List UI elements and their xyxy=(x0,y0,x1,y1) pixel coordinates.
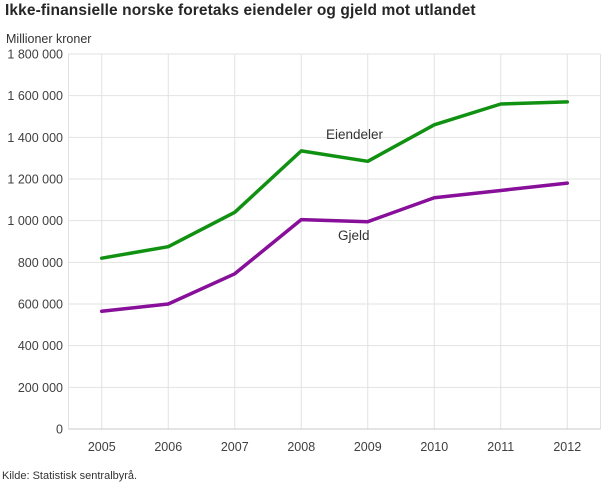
x-tick-label: 2008 xyxy=(287,440,315,454)
y-tick-label: 1 000 000 xyxy=(7,214,63,228)
x-tick-label: 2009 xyxy=(354,440,382,454)
y-tick-label: 1 400 000 xyxy=(7,131,63,145)
y-tick-label: 1 200 000 xyxy=(7,173,63,187)
x-tick-label: 2011 xyxy=(487,440,514,454)
x-tick-label: 2007 xyxy=(221,440,249,454)
source-note: Kilde: Statistisk sentralbyrå. xyxy=(2,470,138,482)
y-tick-label: 400 000 xyxy=(18,339,63,353)
y-tick-label: 0 xyxy=(56,423,63,437)
series-line-gjeld xyxy=(100,181,569,314)
y-tick-label: 1 600 000 xyxy=(7,89,63,103)
x-tick-label: 2010 xyxy=(420,440,448,454)
y-tick-label: 800 000 xyxy=(18,256,63,270)
x-tick-label: 2012 xyxy=(553,440,581,454)
y-tick-label: 1 800 000 xyxy=(7,48,63,62)
y-axis-unit-label: Millioner kroner xyxy=(6,32,92,46)
y-tick-label: 600 000 xyxy=(18,298,63,312)
series-label-gjeld: Gjeld xyxy=(338,228,370,243)
series-label-eiendeler: Eiendeler xyxy=(326,127,384,142)
x-tick-label: 2005 xyxy=(88,440,116,454)
series-line-eiendeler xyxy=(100,100,569,260)
x-tick-label: 2006 xyxy=(154,440,182,454)
y-tick-label: 200 000 xyxy=(18,381,63,395)
chart-title: Ikke-finansielle norske foretaks eiendel… xyxy=(5,2,476,19)
